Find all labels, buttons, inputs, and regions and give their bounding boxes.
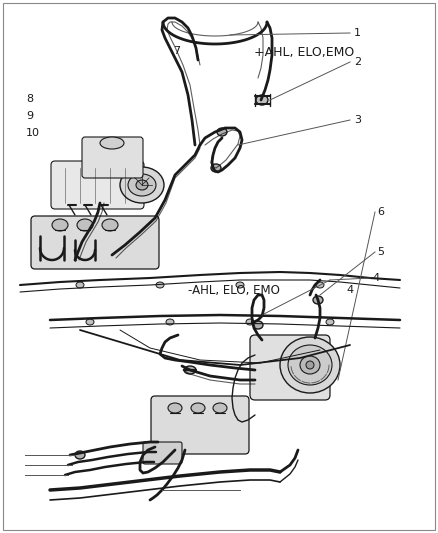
- Ellipse shape: [191, 403, 205, 413]
- Text: +AHL, ELO,EMO: +AHL, ELO,EMO: [254, 46, 354, 59]
- Ellipse shape: [100, 137, 124, 149]
- Ellipse shape: [253, 321, 263, 329]
- Ellipse shape: [75, 451, 85, 459]
- Text: 6: 6: [377, 207, 384, 217]
- Text: 2: 2: [354, 57, 361, 67]
- FancyBboxPatch shape: [143, 442, 182, 464]
- Ellipse shape: [211, 164, 221, 172]
- Ellipse shape: [217, 128, 227, 136]
- Ellipse shape: [184, 366, 196, 374]
- Text: 8: 8: [26, 94, 33, 103]
- Text: 7: 7: [173, 46, 180, 55]
- Ellipse shape: [52, 219, 68, 231]
- Ellipse shape: [166, 319, 174, 325]
- Text: 9: 9: [26, 111, 33, 121]
- Ellipse shape: [77, 219, 93, 231]
- FancyBboxPatch shape: [31, 216, 159, 269]
- Ellipse shape: [128, 174, 156, 196]
- Ellipse shape: [280, 337, 340, 393]
- Text: 4: 4: [372, 273, 379, 283]
- Ellipse shape: [136, 180, 148, 190]
- Ellipse shape: [236, 282, 244, 288]
- FancyBboxPatch shape: [151, 396, 249, 454]
- Ellipse shape: [168, 403, 182, 413]
- Text: -AHL, ELO, EMO: -AHL, ELO, EMO: [188, 284, 280, 297]
- Text: 5: 5: [377, 247, 384, 257]
- Text: 10: 10: [26, 128, 40, 138]
- FancyBboxPatch shape: [82, 137, 143, 178]
- Ellipse shape: [256, 95, 268, 105]
- Ellipse shape: [156, 282, 164, 288]
- Ellipse shape: [213, 403, 227, 413]
- Ellipse shape: [326, 319, 334, 325]
- Ellipse shape: [316, 282, 324, 288]
- Text: 4: 4: [346, 286, 353, 295]
- Ellipse shape: [288, 345, 332, 385]
- Text: 1: 1: [354, 28, 361, 38]
- FancyBboxPatch shape: [250, 335, 330, 400]
- Ellipse shape: [300, 356, 320, 374]
- Text: 3: 3: [354, 115, 361, 125]
- Ellipse shape: [246, 319, 254, 325]
- Ellipse shape: [76, 282, 84, 288]
- Ellipse shape: [86, 319, 94, 325]
- Ellipse shape: [102, 219, 118, 231]
- Ellipse shape: [306, 361, 314, 369]
- Ellipse shape: [313, 296, 323, 304]
- FancyBboxPatch shape: [51, 161, 144, 209]
- Ellipse shape: [120, 167, 164, 203]
